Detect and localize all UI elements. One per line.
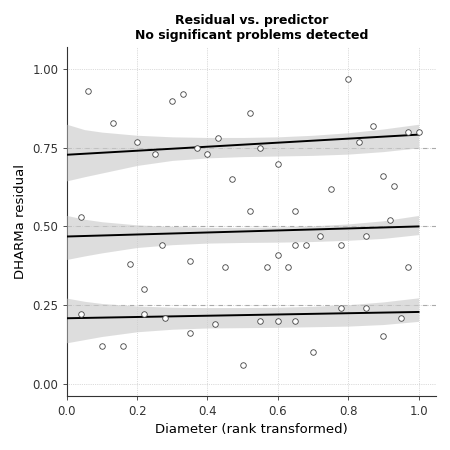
Point xyxy=(246,207,253,214)
Point xyxy=(316,232,324,239)
Point xyxy=(345,75,352,82)
Point xyxy=(215,135,222,142)
Point xyxy=(285,264,292,271)
Point xyxy=(274,317,281,324)
Point xyxy=(405,129,412,136)
Point xyxy=(186,330,194,337)
Point xyxy=(327,185,334,192)
Point xyxy=(140,286,148,293)
Point xyxy=(256,317,264,324)
Point xyxy=(84,88,91,95)
Point xyxy=(140,311,148,318)
Point xyxy=(169,97,176,104)
Point xyxy=(390,182,397,189)
Point xyxy=(362,305,369,312)
Point xyxy=(274,251,281,258)
Point xyxy=(179,91,186,98)
Point xyxy=(246,110,253,117)
Title: Residual vs. predictor
No significant problems detected: Residual vs. predictor No significant pr… xyxy=(135,14,368,42)
Point xyxy=(387,216,394,224)
Point xyxy=(302,242,310,249)
Point xyxy=(415,129,422,136)
Point xyxy=(292,207,299,214)
Point xyxy=(338,305,345,312)
Y-axis label: DHARMa residual: DHARMa residual xyxy=(14,164,27,279)
Point xyxy=(151,150,158,158)
Point xyxy=(186,257,194,265)
Point xyxy=(99,342,106,350)
Point xyxy=(194,144,201,152)
Point xyxy=(362,232,369,239)
Point xyxy=(229,176,236,183)
Point xyxy=(274,160,281,167)
Point xyxy=(292,242,299,249)
X-axis label: Diameter (rank transformed): Diameter (rank transformed) xyxy=(155,423,348,436)
Point xyxy=(134,138,141,145)
Point xyxy=(211,320,218,328)
Point xyxy=(119,342,126,350)
Point xyxy=(405,264,412,271)
Point xyxy=(221,264,229,271)
Point xyxy=(239,361,246,369)
Point xyxy=(369,122,376,130)
Point xyxy=(256,144,264,152)
Point xyxy=(380,333,387,340)
Point xyxy=(380,172,387,180)
Point xyxy=(77,213,85,220)
Point xyxy=(162,314,169,321)
Point xyxy=(292,317,299,324)
Point xyxy=(204,150,211,158)
Point xyxy=(310,349,317,356)
Point xyxy=(77,311,85,318)
Point xyxy=(109,119,116,126)
Point xyxy=(338,242,345,249)
Point xyxy=(158,242,165,249)
Point xyxy=(355,138,362,145)
Point xyxy=(397,314,405,321)
Point xyxy=(264,264,271,271)
Point xyxy=(126,261,134,268)
